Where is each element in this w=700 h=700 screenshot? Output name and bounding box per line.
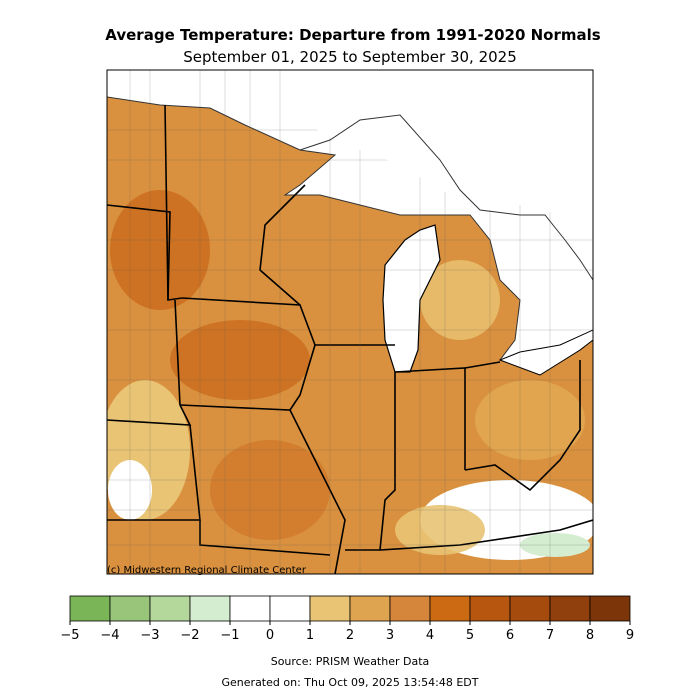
- colorbar-tick-label: −3: [140, 628, 159, 643]
- colorbar-tick-label: 7: [546, 628, 554, 643]
- colorbar-swatch: [269, 595, 311, 622]
- colorbar-swatch: [229, 595, 271, 622]
- source: Source: PRISM Weather Data: [271, 655, 430, 668]
- colorbar-swatch: [429, 595, 471, 622]
- colorbar-tick-label: 8: [586, 628, 594, 643]
- colorbar-swatch: [509, 595, 551, 622]
- colorbar-swatch: [549, 595, 591, 622]
- credit: (c) Midwestern Regional Climate Center: [107, 565, 307, 576]
- subtitle: September 01, 2025 to September 30, 2025: [183, 48, 517, 66]
- warm-patch: [170, 320, 310, 400]
- coastline: [299, 114, 593, 281]
- title: Average Temperature: Departure from 1991…: [105, 26, 600, 44]
- colorbar-tick-label: −4: [100, 628, 119, 643]
- warm-patch: [210, 440, 330, 540]
- colorbar-swatch: [109, 595, 151, 622]
- colorbar-swatch: [69, 595, 111, 622]
- lake-erie: [498, 329, 593, 376]
- colorbar-tick-label: −5: [60, 628, 79, 643]
- colorbar-swatch: [309, 595, 351, 622]
- mild-patch: [395, 505, 485, 555]
- colorbar-tick-label: 1: [306, 628, 314, 643]
- colorbar-tick-label: 0: [266, 628, 274, 643]
- colorbar-swatch: [149, 595, 191, 622]
- colorbar-swatch: [469, 595, 511, 622]
- colorbar-tick-label: 9: [626, 628, 634, 643]
- mild-patch: [420, 260, 500, 340]
- colorbar: −5 −4 −3 −2 −1 0 1 2 3 4 5 6 7 8 9: [60, 595, 634, 643]
- colorbar-tick-label: 6: [506, 628, 514, 643]
- colorbar-tick-label: −2: [180, 628, 199, 643]
- colorbar-tick-label: 4: [426, 628, 434, 643]
- warm-patch: [110, 190, 210, 310]
- colorbar-swatch: [349, 595, 391, 622]
- generated: Generated on: Thu Oct 09, 2025 13:54:48 …: [222, 676, 479, 689]
- colorbar-swatch: [589, 595, 631, 622]
- colorbar-tick-label: 5: [466, 628, 474, 643]
- map-frame: [106, 69, 594, 575]
- map: [107, 70, 593, 574]
- colorbar-tick-label: 2: [346, 628, 354, 643]
- colorbar-swatch: [389, 595, 431, 622]
- mild-patch: [475, 380, 585, 460]
- county-lines: [107, 70, 593, 574]
- colorbar-swatch: [189, 595, 231, 622]
- canada: [300, 70, 593, 215]
- colorbar-tick-label: 3: [386, 628, 394, 643]
- colorbar-tick-label: −1: [220, 628, 239, 643]
